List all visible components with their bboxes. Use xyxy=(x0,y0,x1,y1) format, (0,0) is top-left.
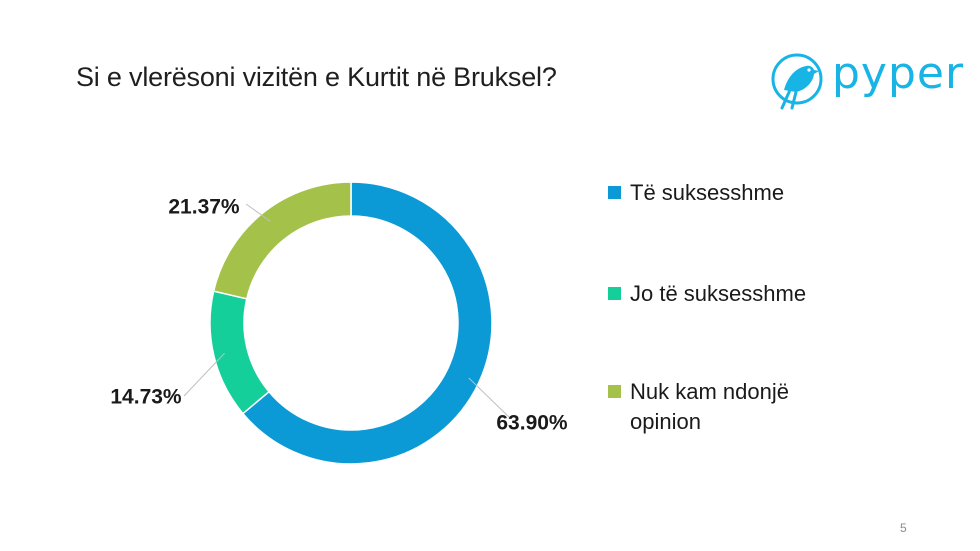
donut-slice-0 xyxy=(241,181,493,465)
leader-line-1 xyxy=(183,352,225,397)
legend-item-nuk-kam-opinion: Nuk kam ndonjë opinion xyxy=(608,377,850,437)
page-number: 5 xyxy=(900,521,907,535)
legend-label-nuk-kam-opinion: Nuk kam ndonjë opinion xyxy=(630,379,789,434)
donut-slice-1 xyxy=(209,290,271,415)
donut-slice-2 xyxy=(212,181,352,300)
legend-item-te-suksesshme: Të suksesshme xyxy=(608,178,850,208)
legend-swatch-nuk-kam-opinion xyxy=(608,385,621,398)
legend-label-te-suksesshme: Të suksesshme xyxy=(630,180,785,205)
legend-swatch-te-suksesshme xyxy=(608,186,621,199)
data-label-1: 14.73% xyxy=(110,386,182,409)
slide-title: Si e vlerësoni vizitën e Kurtit në Bruks… xyxy=(76,62,557,92)
bird-logo-icon xyxy=(771,53,823,110)
legend-item-jo-te-suksesshme: Jo të suksesshme xyxy=(608,279,850,309)
leader-line-0 xyxy=(468,377,511,419)
legend-label-jo-te-suksesshme: Jo të suksesshme xyxy=(630,281,807,306)
pyper-logo: pyper xyxy=(768,44,963,116)
data-label-0: 63.90% xyxy=(496,412,568,435)
logo-text: pyper xyxy=(832,48,965,99)
data-label-2: 21.37% xyxy=(168,196,240,219)
leader-line-2 xyxy=(245,203,271,222)
legend-swatch-jo-te-suksesshme xyxy=(608,287,621,300)
